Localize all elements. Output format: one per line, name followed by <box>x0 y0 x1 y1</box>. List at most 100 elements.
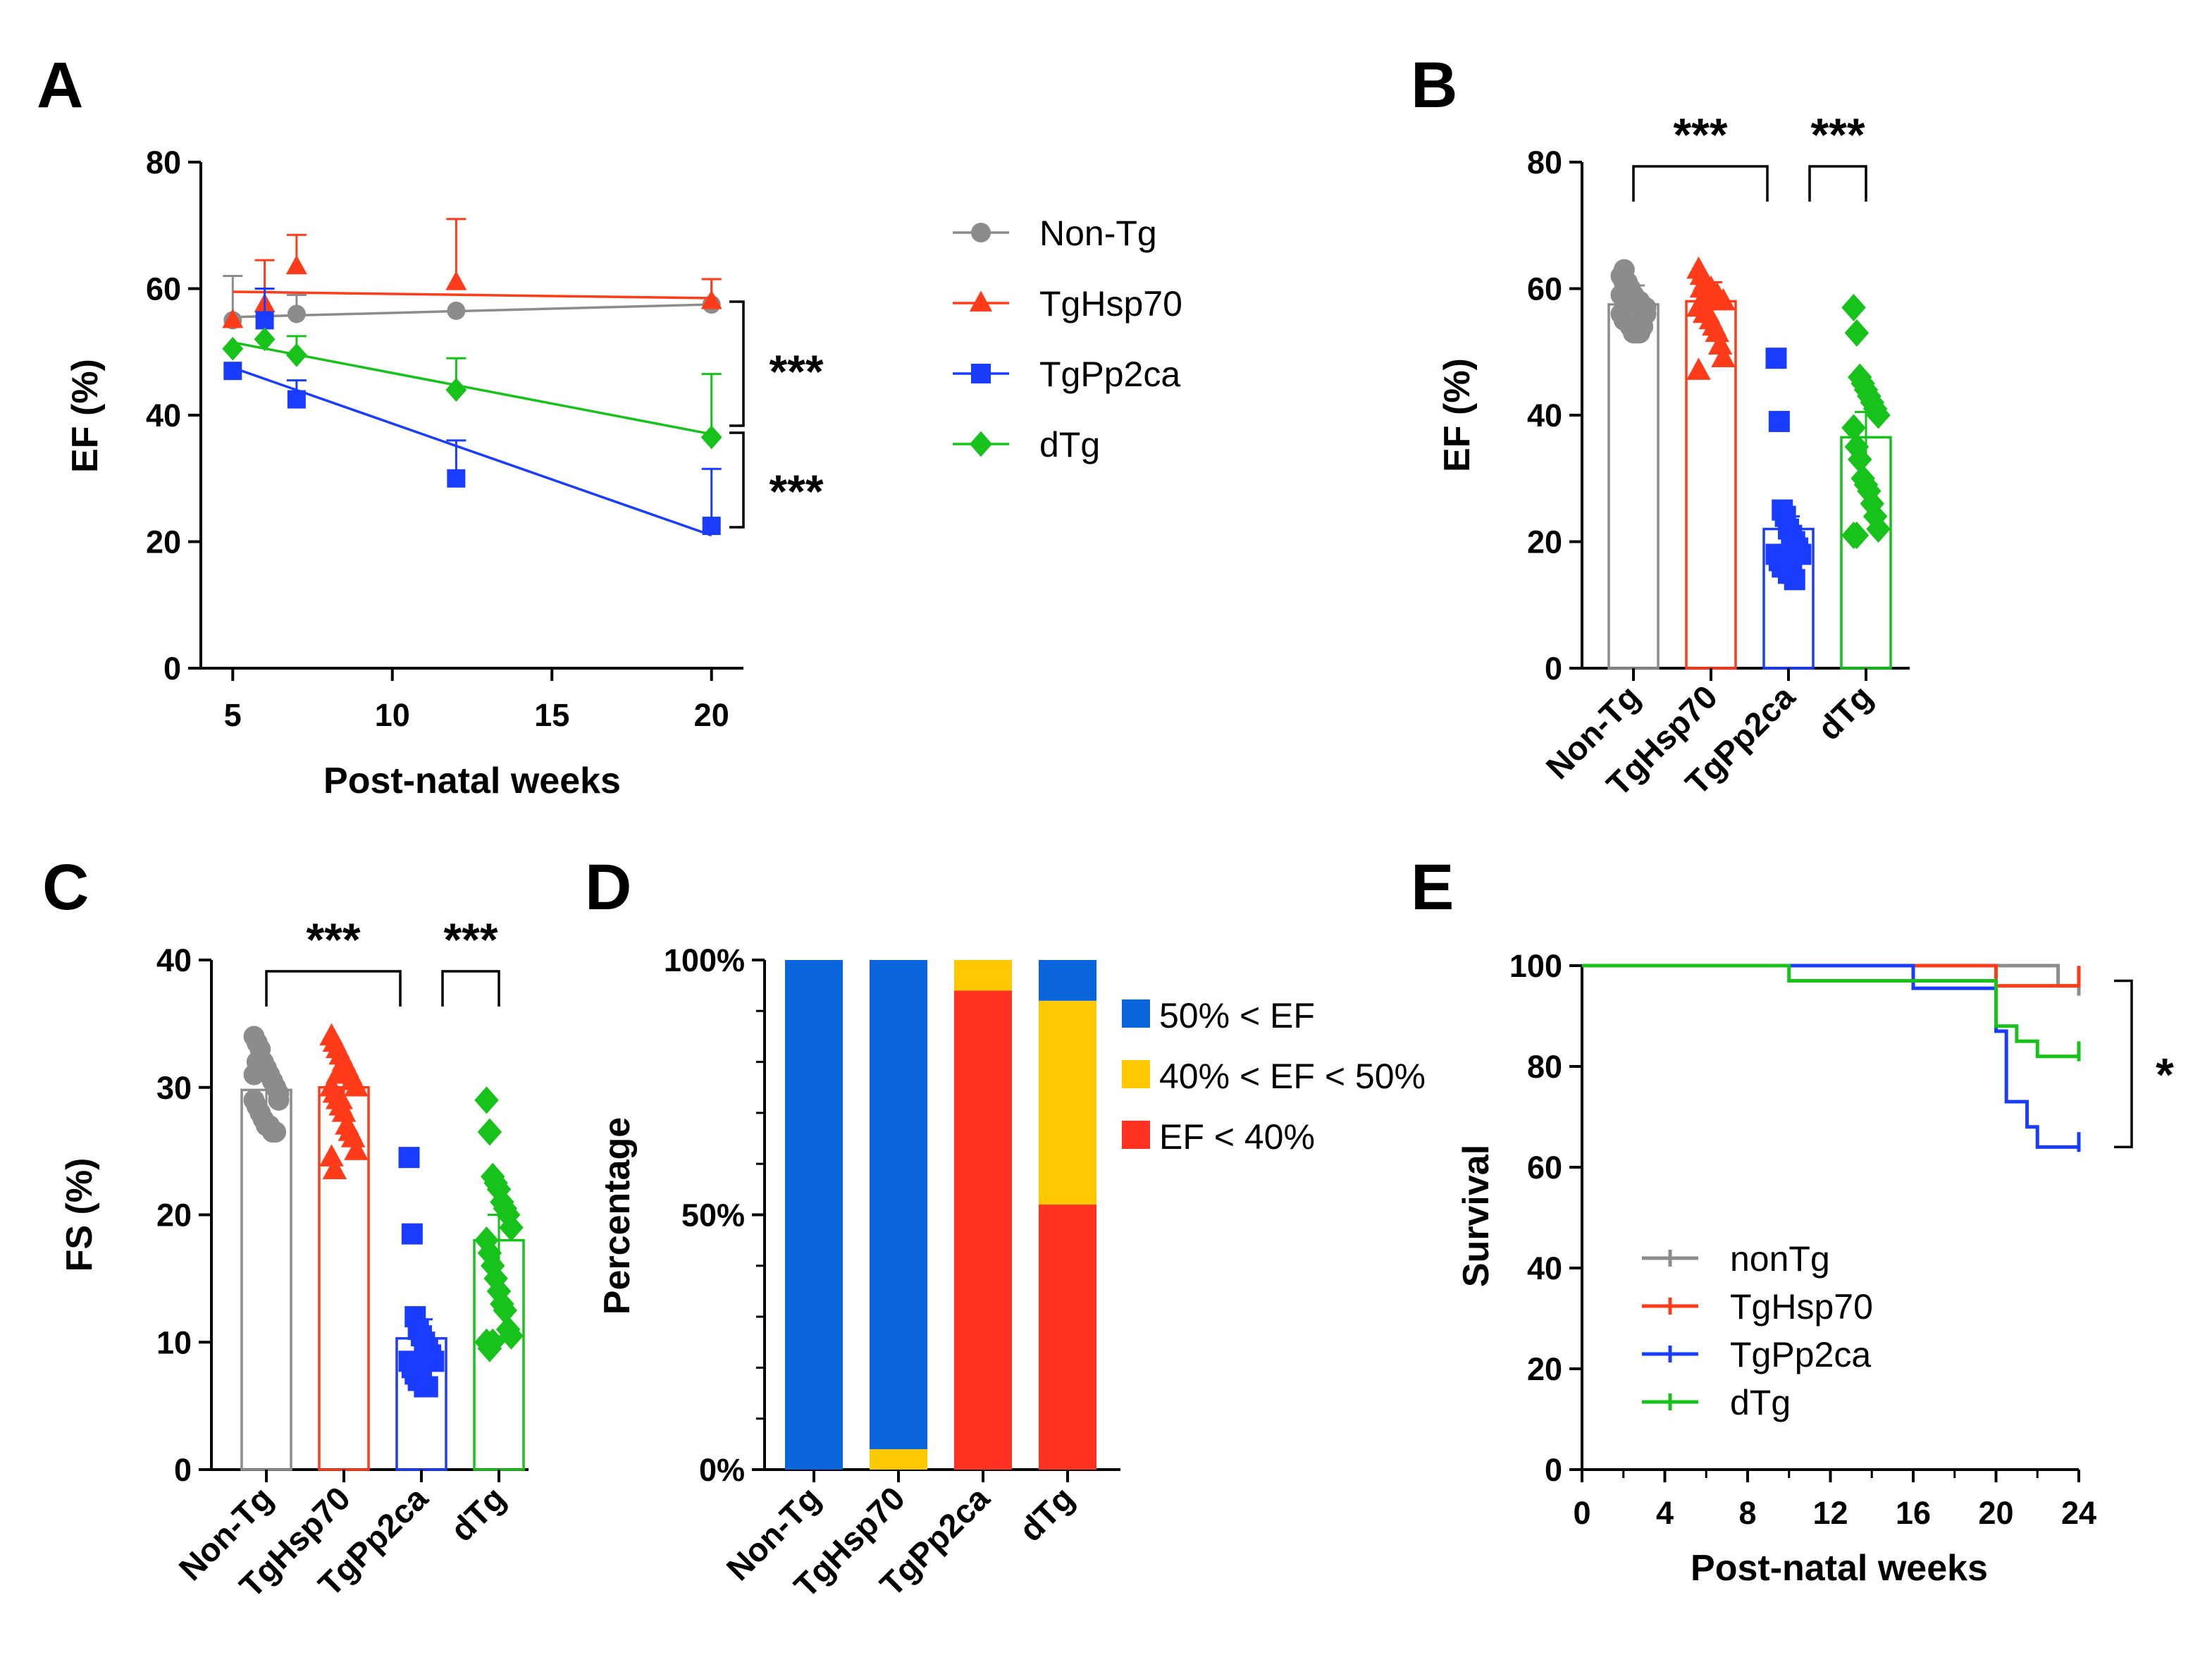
c-tghsp70-data-point <box>319 1144 344 1167</box>
c-tghsp70-data-point <box>340 1125 366 1147</box>
e-legend-label-tgpp2ca: TgPp2ca <box>1730 1335 1871 1374</box>
e-y-tick-label: 100 <box>1509 948 1562 984</box>
panel-label-a: A <box>37 49 83 121</box>
c-y-axis-title: FS (%) <box>59 1158 100 1272</box>
a-y-tick-label: 60 <box>146 271 181 307</box>
c-significance-bracket <box>265 970 402 1007</box>
e-x-tick-label: 24 <box>2061 1495 2096 1531</box>
e-y-tick-label: 20 <box>1527 1351 1562 1387</box>
c-y-tick-label: 10 <box>156 1324 192 1360</box>
panel-e-survival-chart: 0 20 40 60 80 100 0 4 8 12 16 20 24 Post-natal weeks S… <box>1456 948 2174 1589</box>
d-legend-swatch-40-ef-50 <box>1122 1060 1150 1088</box>
c-non-tg-data-point <box>265 1121 287 1143</box>
a-tgpp2ca-point <box>255 311 274 330</box>
b-y-tick-label: 80 <box>1527 144 1562 180</box>
a-legend-label-non-tg: Non-Tg <box>1039 214 1157 253</box>
d-category-label: dTg <box>1012 1479 1081 1549</box>
b-dtg-data-point <box>1866 401 1891 429</box>
b-non-tg-data-point <box>1632 316 1654 338</box>
a-significance-bracket <box>729 431 745 529</box>
e-x-tick-label: 8 <box>1738 1495 1756 1531</box>
c-tghsp70-data-point <box>328 1087 353 1109</box>
b-dtg-data-point <box>1844 522 1870 550</box>
c-significance-stars: *** <box>306 913 360 966</box>
d-legend-label-50-ef: 50% < EF <box>1159 996 1315 1035</box>
a-non-tg-point <box>447 301 466 320</box>
a-x-tick-label: 15 <box>534 697 569 733</box>
e-y-tick-label: 0 <box>1545 1452 1562 1488</box>
b-tghsp70-data-point <box>1689 275 1714 298</box>
c-dtg-data-point <box>499 1214 524 1242</box>
a-dtg-point <box>254 327 276 352</box>
a-tgpp2ca-point <box>447 469 466 488</box>
e-legend-label-nontg: nonTg <box>1730 1239 1830 1279</box>
e-x-tick-label: 0 <box>1573 1495 1590 1531</box>
b-significance-stars: *** <box>1673 109 1727 161</box>
d-y-tick-label: 50% <box>681 1198 745 1233</box>
a-dtg-fit-line <box>232 341 712 436</box>
d-dtg-segment-50-ef <box>1039 960 1096 1001</box>
d-legend-label-ef-40: EF < 40% <box>1159 1117 1315 1157</box>
b-dtg-data-point <box>1841 414 1866 442</box>
d-tghsp70-segment-50-ef <box>870 960 927 1450</box>
e-y-tick-label: 80 <box>1527 1049 1562 1085</box>
b-category-label: dTg <box>1810 678 1879 747</box>
e-y-tick-label: 60 <box>1527 1150 1562 1186</box>
panel-label-b: B <box>1411 49 1457 121</box>
e-x-tick-label: 20 <box>1978 1495 2013 1531</box>
d-tgpp2ca-segment-40-ef-50 <box>954 960 1012 991</box>
a-x-tick-label: 20 <box>694 697 729 733</box>
panel-a-line-chart: 0 20 40 60 80 5 10 15 20 Post-natal weeks EF (%) **… <box>65 144 1182 801</box>
d-y-axis-title: Percentage <box>597 1117 638 1315</box>
c-tghsp70-data-point <box>344 1074 369 1097</box>
a-x-tick-label: 10 <box>375 697 410 733</box>
b-non-tg-data-point <box>1613 271 1635 293</box>
c-dtg-data-point <box>499 1322 524 1350</box>
a-tgpp2ca-point <box>702 517 721 536</box>
e-significance-bracket <box>2114 979 2133 1149</box>
a-y-axis-title: EF (%) <box>65 359 106 473</box>
a-significance-stars: *** <box>769 345 823 398</box>
a-dtg-point <box>222 336 244 361</box>
b-tghsp70-data-point <box>1711 345 1736 367</box>
d-dtg-segment-40-ef-50 <box>1039 1000 1096 1205</box>
a-y-tick-label: 20 <box>146 524 181 560</box>
b-y-axis-title: EF (%) <box>1437 358 1478 472</box>
c-category-label: dTg <box>443 1479 512 1549</box>
a-x-tick-label: 5 <box>224 697 242 733</box>
b-tgpp2ca-data-point <box>1768 410 1790 432</box>
b-significance-bracket <box>1632 165 1769 202</box>
b-non-tg-bar <box>1607 303 1660 670</box>
a-tghsp70-fit-line <box>233 290 712 300</box>
c-y-tick-label: 30 <box>156 1070 192 1106</box>
e-significance-star: * <box>2156 1048 2174 1100</box>
a-tghsp70-point <box>285 254 307 275</box>
a-significance-stars: *** <box>769 465 823 517</box>
d-y-tick-label: 0% <box>699 1452 745 1488</box>
c-non-tg-data-point <box>246 1051 268 1073</box>
e-x-tick-label: 12 <box>1812 1495 1848 1531</box>
d-tghsp70-segment-40-ef-50 <box>870 1449 927 1470</box>
a-y-tick-label: 40 <box>146 398 181 433</box>
a-tghsp70-point <box>700 290 722 309</box>
c-dtg-data-point <box>481 1328 505 1356</box>
a-tgpp2ca-point <box>287 390 306 409</box>
d-non-tg-segment-50-ef <box>785 960 843 1470</box>
a-non-tg-point <box>287 304 306 324</box>
c-tghsp70-data-point <box>331 1100 357 1122</box>
c-tghsp70-data-point <box>344 1138 369 1160</box>
a-tghsp70-point <box>445 271 467 290</box>
b-y-tick-label: 40 <box>1527 398 1562 433</box>
e-dtg-survival-curve <box>1582 964 2081 1059</box>
c-dtg-data-point <box>474 1086 499 1114</box>
a-y-tick-label: 0 <box>163 651 181 687</box>
a-tgpp2ca-fit-line <box>232 367 712 537</box>
panel-label-e: E <box>1411 851 1454 923</box>
b-tgpp2ca-data-point <box>1765 347 1787 369</box>
b-y-tick-label: 60 <box>1527 271 1562 307</box>
a-dtg-point <box>700 425 722 450</box>
c-dtg-data-point <box>477 1118 502 1146</box>
b-non-tg-data-point <box>1635 297 1657 319</box>
